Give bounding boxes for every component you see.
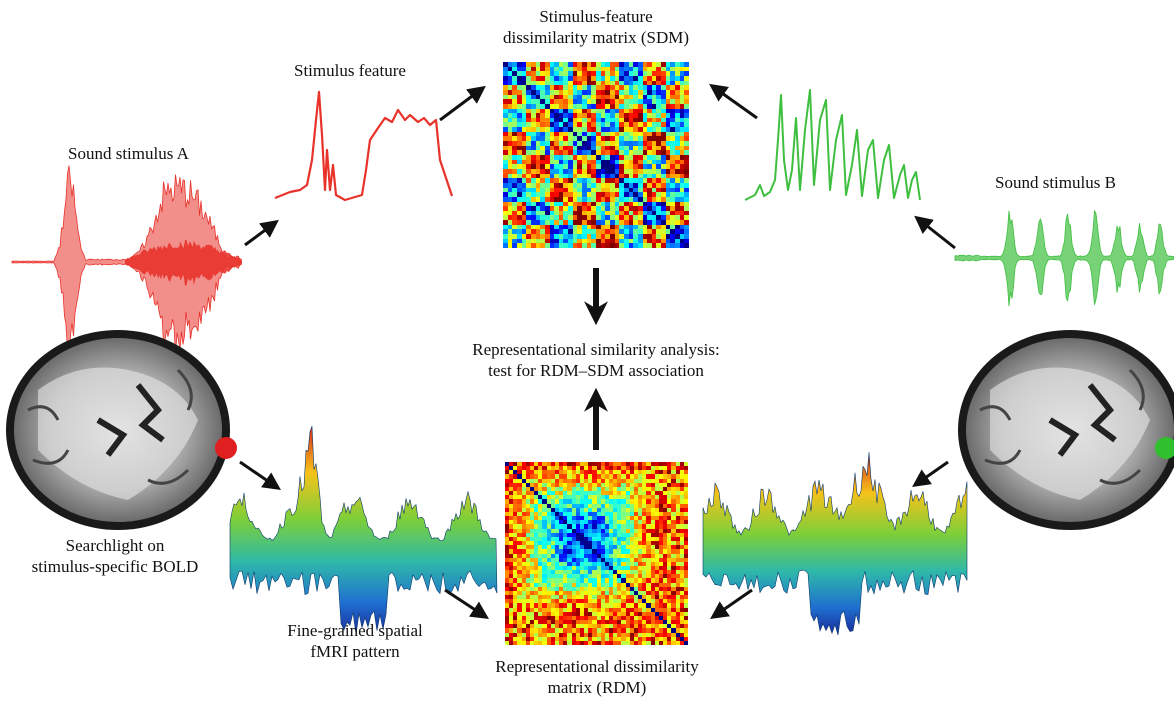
label-rdm: Representational dissimilarity matrix (R…: [495, 657, 699, 697]
arrow-feature-to-sdm: [439, 85, 486, 122]
label-sound-stimulus-a: Sound stimulus A: [68, 144, 189, 163]
brain-slice-left: [6, 330, 237, 530]
label-searchlight: Searchlight on stimulus-specific BOLD: [31, 536, 199, 576]
fmri-surface-plot-left: [229, 425, 498, 635]
sound-stimulus-a-waveform: [11, 165, 242, 365]
arrow-brain-b-to-surface: [912, 460, 949, 488]
stimulus-b-feature-curve: [744, 89, 921, 201]
arrow-wave-a-to-feature: [244, 219, 279, 247]
sdm-matrix-heatmap: [503, 62, 689, 248]
searchlight-marker-a: [215, 437, 237, 459]
brain-slice-right: [958, 330, 1174, 530]
rdm-matrix-heatmap: [505, 462, 688, 645]
arrow-surface-b-to-rdm: [710, 588, 753, 620]
label-sdm: Stimulus-feature dissimilarity matrix (S…: [502, 7, 690, 47]
stimulus-feature-curve: [274, 90, 454, 202]
flow-arrows: [239, 83, 956, 620]
sound-stimulus-b-waveform: [954, 209, 1174, 307]
arrow-surface-a-to-rdm: [444, 588, 490, 619]
arrow-brain-a-to-surface: [239, 460, 281, 491]
arrow-feature-b-to-sdm: [709, 83, 758, 120]
label-fine-grained-pattern: Fine-grained spatial fMRI pattern: [287, 621, 423, 661]
fmri-surface-plot-right: [702, 452, 968, 636]
label-stimulus-feature: Stimulus feature: [294, 61, 406, 80]
label-sound-stimulus-b: Sound stimulus B: [995, 173, 1116, 192]
searchlight-marker-b: [1155, 437, 1174, 459]
arrow-wave-b-to-feature: [914, 215, 956, 250]
label-rsa: Representational similarity analysis: te…: [472, 340, 720, 380]
